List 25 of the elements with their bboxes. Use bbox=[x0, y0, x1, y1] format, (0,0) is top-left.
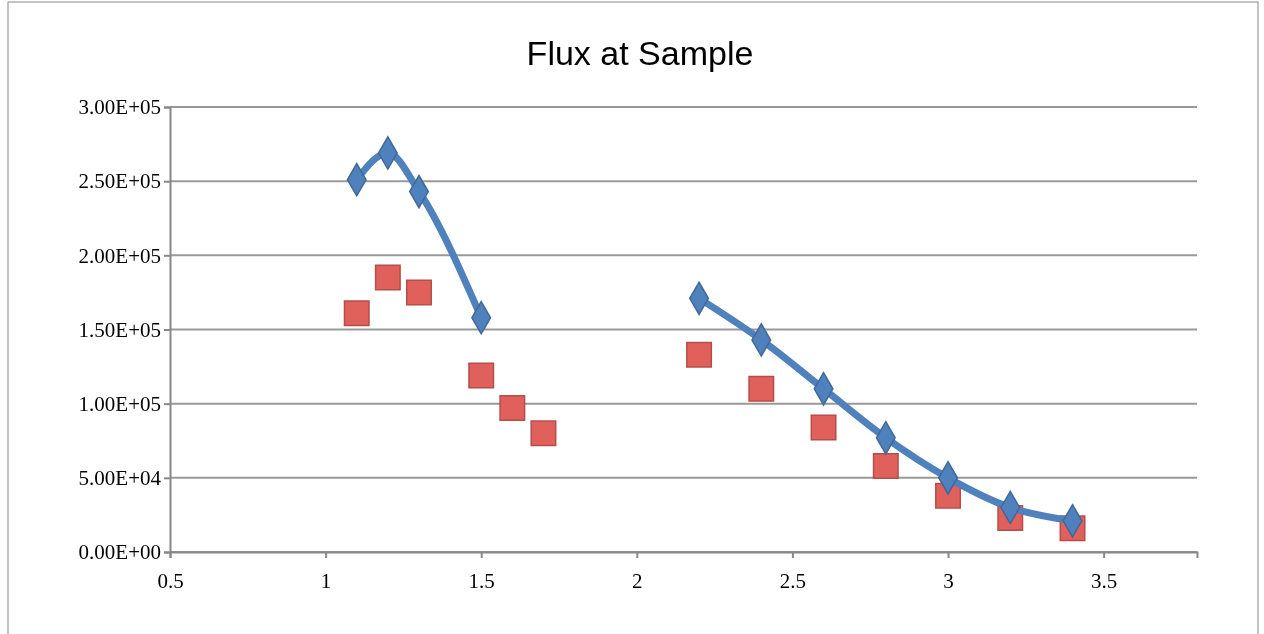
point bbox=[530, 420, 557, 447]
x-tick-label: 1.5 bbox=[468, 569, 495, 594]
point bbox=[405, 279, 432, 306]
point bbox=[343, 300, 370, 327]
x-tick-label: 2 bbox=[632, 569, 643, 594]
y-tick-label: 1.50E+05 bbox=[78, 317, 161, 342]
point bbox=[468, 362, 495, 389]
y-tick-label: 2.00E+05 bbox=[78, 243, 161, 268]
x-tick-label: 2.5 bbox=[779, 569, 807, 594]
x-tick-label: 1 bbox=[320, 569, 332, 594]
y-tick-label: 3.00E+05 bbox=[78, 95, 161, 120]
point bbox=[499, 395, 526, 422]
y-tick-label: 5.00E+04 bbox=[78, 466, 162, 491]
y-tick-label: 0.00E+00 bbox=[78, 540, 161, 565]
chart-title: Flux at Sample bbox=[526, 34, 754, 72]
x-tick-label: 3.5 bbox=[1091, 569, 1118, 594]
y-tick-label: 1.00E+05 bbox=[78, 391, 161, 416]
point bbox=[810, 414, 837, 441]
y-tick-label: 2.50E+05 bbox=[78, 169, 161, 194]
point bbox=[748, 375, 775, 402]
point bbox=[872, 452, 899, 479]
x-tick-label: 0.5 bbox=[157, 569, 184, 594]
x-tick-label: 3 bbox=[943, 569, 954, 594]
point bbox=[374, 264, 401, 291]
point bbox=[686, 341, 713, 368]
